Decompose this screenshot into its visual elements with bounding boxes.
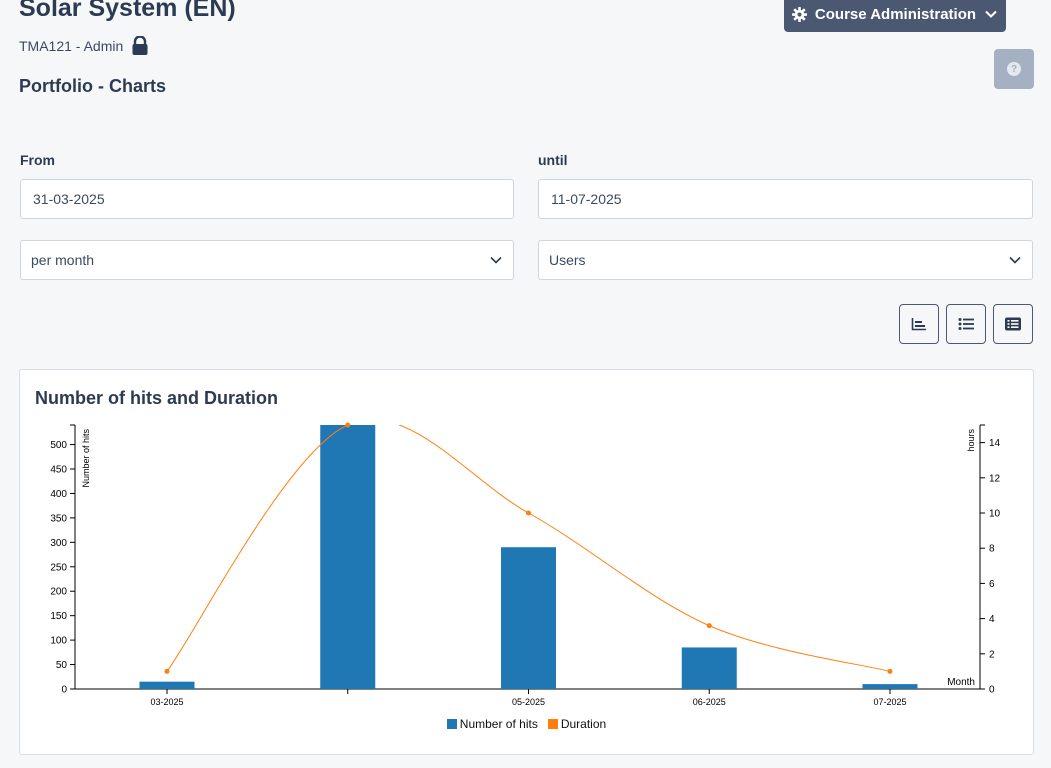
duration-point-03-2025 [164,668,170,674]
y-left-tick-label: 200 [50,587,67,598]
scope-select[interactable]: Users [538,240,1033,280]
y-left-tick-label: 450 [50,465,67,476]
page-title: Portfolio - Charts [19,76,166,96]
y-right-tick-label: 8 [989,544,995,555]
y-left-tick-label: 250 [50,562,67,573]
x-tick-label: 06-2025 [693,697,726,707]
y-right-tick-label: 6 [989,579,995,590]
x-tick-label: 05-2025 [512,697,545,707]
y2-axis-label: hours [966,429,976,452]
until-date-value: 11-07-2025 [551,191,622,207]
y-right-tick-label: 10 [989,509,1001,520]
list-view-button[interactable] [946,304,986,344]
chart: 0 50 100 150 200 250 300 350 400 450 500 0 2 4 6 8 10 12 1… [50,422,1001,707]
gear-icon [791,6,807,22]
duration-point-07-2025 [887,668,893,674]
from-date-input[interactable]: 31-03-2025 [20,179,514,219]
course-code: TMA121 - Admin [19,38,124,54]
y-left-tick-label: 150 [50,611,67,622]
chevron-down-icon [1009,256,1021,264]
y-right-tick-label: 4 [989,614,995,625]
period-select-value: per month [31,252,95,268]
legend-label-duration: Duration [560,717,607,731]
period-select[interactable]: per month [20,240,514,280]
bar-03-2025 [139,681,195,689]
until-label: until [538,152,568,168]
help-icon: ? [1007,62,1021,76]
chart-legend: Number of hits Duration [20,717,1033,731]
chart-panel: Number of hits and Duration 0 50 100 150 200… [19,369,1034,755]
x-tick-label: 07-2025 [873,697,906,707]
course-administration-button[interactable]: Course Administration [784,0,1006,32]
bar-07-2025 [862,684,918,689]
from-label: From [20,152,55,168]
y-left-tick-label: 50 [56,660,68,671]
bar-chart-icon [911,318,926,331]
y-left-tick-label: 500 [50,440,67,451]
y-left-tick-label: 0 [61,685,67,696]
list-icon [958,318,974,330]
legend-label-hits: Number of hits [459,717,538,731]
bar-05-2025 [501,547,556,689]
legend-swatch-duration [547,719,558,729]
duration-point-04-2025 [345,422,351,428]
y-right-tick-label: 2 [989,649,995,660]
scope-select-value: Users [549,252,586,268]
table-view-button[interactable] [993,304,1033,344]
legend-swatch-hits [446,719,457,729]
y-left-tick-label: 100 [50,636,67,647]
y-axis-label: Number of hits [81,429,91,488]
legend-item-hits[interactable]: Number of hits [446,717,538,731]
x-axis-label: Month [947,677,975,688]
y-right-tick-label: 0 [989,685,995,696]
help-button[interactable]: ? [994,49,1034,89]
chart-title: Number of hits and Duration [35,388,278,408]
y-right-tick-label: 12 [989,473,1001,484]
duration-line [166,425,891,672]
until-date-input[interactable]: 11-07-2025 [538,179,1033,219]
course-subtitle: TMA121 - Admin [19,36,149,56]
table-icon [1005,317,1021,331]
from-date-value: 31-03-2025 [33,191,105,207]
chart-view-button[interactable] [899,304,939,344]
course-title: Solar System (EN) [19,0,236,22]
chevron-down-icon [490,256,502,264]
chevron-down-icon [985,10,997,18]
y-left-tick-label: 400 [50,489,67,500]
bar-04-2025 [320,425,376,689]
y-left-tick-label: 350 [50,513,67,524]
x-tick-label: 03-2025 [150,697,183,707]
duration-point-06-2025 [706,623,712,629]
y-right-tick-label: 14 [989,438,1001,449]
bar-06-2025 [681,647,737,689]
legend-item-duration[interactable]: Duration [547,717,607,731]
course-administration-label: Course Administration [814,5,977,23]
lock-icon [132,36,148,55]
duration-point-05-2025 [526,510,531,516]
y-left-tick-label: 300 [50,538,67,549]
